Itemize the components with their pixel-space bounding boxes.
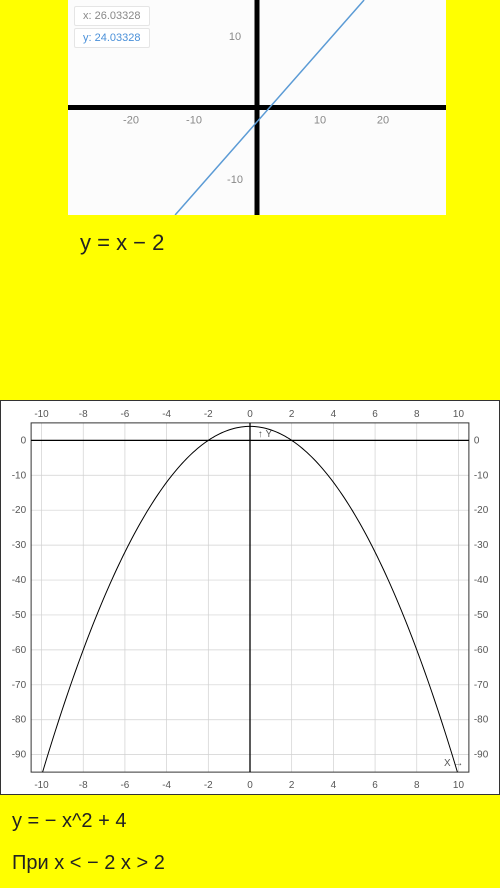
equation-parabola: y = − x^2 + 4 [12, 810, 126, 833]
svg-text:2: 2 [289, 409, 295, 420]
svg-text:10: 10 [229, 31, 241, 43]
svg-text:-80: -80 [12, 715, 27, 726]
svg-text:-70: -70 [474, 680, 489, 691]
svg-text:-4: -4 [162, 780, 171, 791]
svg-text:-40: -40 [12, 575, 27, 586]
condition-text: При x < − 2 x > 2 [12, 852, 165, 875]
svg-text:-10: -10 [12, 470, 27, 481]
svg-text:-6: -6 [121, 409, 130, 420]
svg-text:-10: -10 [227, 174, 243, 186]
svg-text:-30: -30 [474, 540, 489, 551]
svg-text:4: 4 [331, 780, 337, 791]
svg-text:0: 0 [474, 435, 480, 446]
svg-text:0: 0 [247, 409, 253, 420]
svg-text:-20: -20 [474, 505, 489, 516]
parabola-chart-panel: -10-8-6-4-20246810-10-8-6-4-2024681000-1… [0, 400, 500, 795]
svg-text:-6: -6 [121, 780, 130, 791]
svg-text:-30: -30 [12, 540, 27, 551]
svg-text:-80: -80 [474, 715, 489, 726]
svg-text:-8: -8 [79, 409, 88, 420]
svg-text:-90: -90 [474, 750, 489, 761]
svg-text:-2: -2 [204, 780, 213, 791]
svg-text:-60: -60 [12, 645, 27, 656]
linear-chart-panel: -20 -10 10 20 -10 10 x: 26.03328 y: 24.03328 [68, 0, 446, 215]
svg-text:-8: -8 [79, 780, 88, 791]
svg-text:-50: -50 [12, 610, 27, 621]
parabola-chart-svg: -10-8-6-4-20246810-10-8-6-4-2024681000-1… [1, 401, 499, 794]
svg-text:8: 8 [414, 780, 420, 791]
svg-text:4: 4 [331, 409, 337, 420]
svg-text:-10: -10 [34, 780, 49, 791]
svg-text:-60: -60 [474, 645, 489, 656]
svg-text:-90: -90 [12, 750, 27, 761]
svg-text:-50: -50 [474, 610, 489, 621]
svg-text:6: 6 [372, 409, 378, 420]
svg-text:10: 10 [453, 780, 465, 791]
svg-text:0: 0 [247, 780, 253, 791]
svg-text:0: 0 [21, 435, 27, 446]
svg-text:-40: -40 [474, 575, 489, 586]
svg-text:-10: -10 [474, 470, 489, 481]
svg-text:-10: -10 [34, 409, 49, 420]
svg-text:10: 10 [453, 409, 465, 420]
svg-text:-70: -70 [12, 680, 27, 691]
svg-text:↑ Y: ↑ Y [258, 429, 273, 440]
svg-text:-20: -20 [123, 115, 139, 127]
svg-text:-2: -2 [204, 409, 213, 420]
svg-text:2: 2 [289, 780, 295, 791]
svg-text:6: 6 [372, 780, 378, 791]
svg-text:-10: -10 [186, 115, 202, 127]
svg-text:-20: -20 [12, 505, 27, 516]
equation-linear: y = x − 2 [80, 230, 164, 256]
coord-y-value: y: 24.03328 [74, 28, 150, 48]
svg-text:20: 20 [377, 115, 389, 127]
svg-text:10: 10 [314, 115, 326, 127]
svg-text:-4: -4 [162, 409, 171, 420]
svg-text:8: 8 [414, 409, 420, 420]
coord-readout: x: 26.03328 y: 24.03328 [74, 6, 150, 48]
coord-x-value: x: 26.03328 [74, 6, 150, 26]
